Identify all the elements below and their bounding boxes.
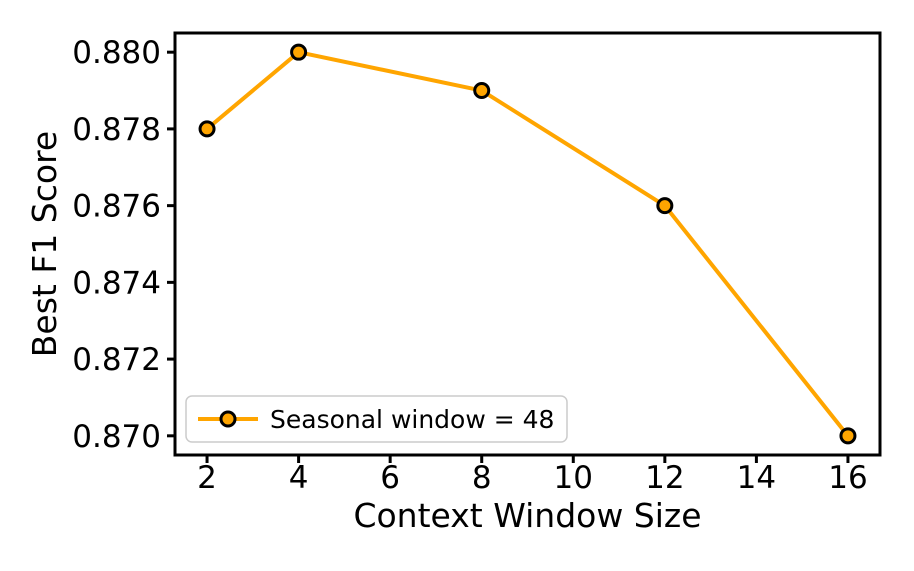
legend-marker — [219, 410, 237, 428]
x-tick-label: 12 — [645, 460, 684, 496]
data-point-marker — [656, 197, 674, 215]
y-tick-label: 0.872 — [72, 342, 161, 378]
plot-border — [173, 31, 882, 457]
x-tick-label: 2 — [197, 460, 217, 496]
y-axis-label: Best F1 Score — [25, 131, 64, 357]
x-tick-label: 14 — [737, 460, 776, 496]
x-tick-label: 8 — [472, 460, 492, 496]
data-point-marker — [198, 120, 216, 138]
y-tick-label: 0.870 — [72, 419, 161, 455]
legend: Seasonal window = 48 — [185, 395, 568, 443]
legend-label: Seasonal window = 48 — [270, 405, 554, 434]
y-tick-label: 0.880 — [72, 35, 161, 71]
y-tick-label: 0.874 — [72, 265, 161, 301]
data-point-marker — [473, 82, 491, 100]
x-tick-label: 10 — [554, 460, 593, 496]
x-axis-label: Context Window Size — [353, 496, 701, 535]
y-tick-label: 0.876 — [72, 189, 161, 225]
legend-box — [185, 395, 568, 443]
y-tick-label: 0.878 — [72, 112, 161, 148]
x-tick-label: 16 — [828, 460, 867, 496]
y-axis: 0.870 0.872 0.874 0.876 0.878 0.880 — [72, 35, 175, 455]
data-point-marker — [839, 427, 857, 445]
x-tick-label: 4 — [289, 460, 309, 496]
data-point-marker — [290, 43, 308, 61]
x-tick-label: 6 — [380, 460, 400, 496]
x-axis: 2 4 6 8 10 12 14 16 — [197, 455, 868, 496]
